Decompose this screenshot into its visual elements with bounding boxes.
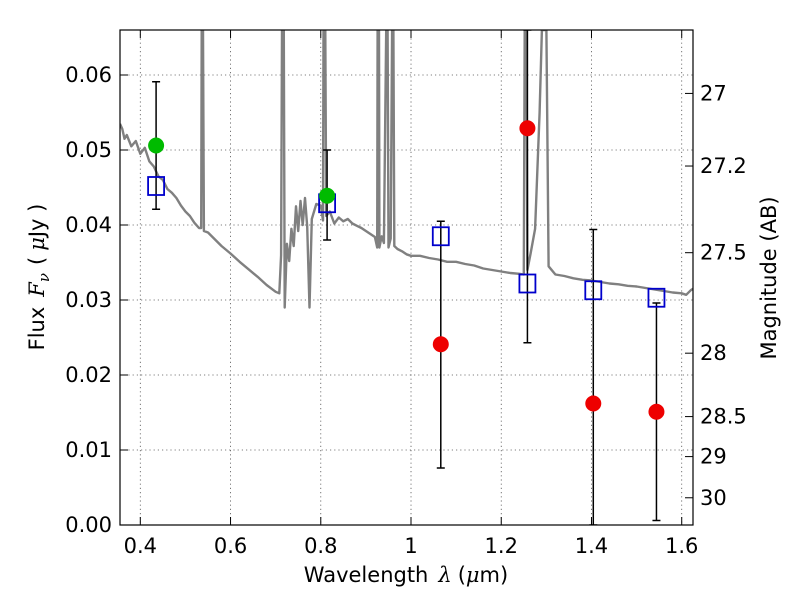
optical-detections-point (148, 137, 165, 154)
y-tick-label: 0.05 (65, 138, 112, 162)
marker-layer (147, 120, 666, 420)
x-tick-label: 0.8 (304, 534, 337, 558)
x-axis-title: Wavelength λ (μm) (304, 563, 508, 587)
x-tick-label: 1 (404, 534, 417, 558)
tick-layer: 0.4 0.6 0.8 1 1.2 1.4 1.6 0.00 0.01 0.02 0.03 0.04 0… (65, 30, 747, 558)
y2-tick-label: 27 (700, 81, 727, 105)
model-flux-square (518, 273, 537, 294)
spectrum-line (120, 30, 693, 309)
nir-measurements-point (432, 336, 449, 353)
x-tick-label: 1.6 (665, 534, 698, 558)
nir-measurements-point (648, 403, 665, 420)
model-flux-square (647, 287, 666, 308)
y2-tick-label: 28 (700, 341, 727, 365)
y-tick-label: 0.00 (65, 513, 112, 537)
y-tick-label: 0.04 (65, 213, 112, 237)
y-tick-label: 0.02 (65, 363, 112, 387)
plot-frame (119, 29, 694, 526)
y-axis-title: FluxFν(μJy ) (25, 204, 53, 351)
y2-tick-label: 30 (700, 486, 727, 510)
y2-axis-title: Magnitude (AB) (757, 196, 781, 359)
optical-detections-point (319, 187, 336, 204)
errorbar-layer (152, 30, 661, 525)
nir-measurements-point (585, 395, 602, 412)
x-tick-label: 0.6 (214, 534, 247, 558)
y2-tick-label: 28.5 (700, 405, 747, 429)
x-tick-label: 1.4 (575, 534, 608, 558)
nir-measurements-point (519, 120, 536, 137)
y2-tick-label: 27.2 (700, 154, 747, 178)
model-flux-square (584, 280, 603, 301)
model-flux-square (431, 226, 450, 247)
grid (120, 30, 693, 526)
spectrum-layer (120, 30, 693, 309)
x-tick-label: 1.2 (485, 534, 518, 558)
y2-tick-label: 27.5 (700, 241, 747, 265)
y-tick-label: 0.01 (65, 438, 112, 462)
y-tick-label: 0.03 (65, 288, 112, 312)
model-flux-square (147, 176, 165, 196)
y2-tick-label: 29 (700, 445, 727, 469)
x-tick-label: 0.4 (124, 534, 157, 558)
y-tick-label: 0.06 (65, 63, 112, 87)
